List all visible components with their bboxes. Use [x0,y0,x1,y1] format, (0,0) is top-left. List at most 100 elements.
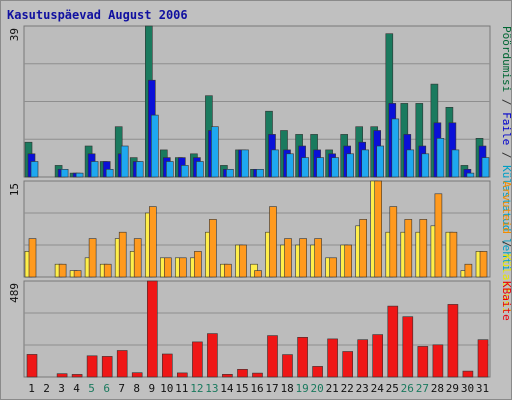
bar-bottom-s0-day-23 [357,339,369,378]
legend-middle: Arvuteid / Külastusi [500,181,512,313]
bar-middle-s1-day-28 [434,193,443,278]
day-label-26: 26 [401,382,414,395]
bar-bottom-s0-day-8 [131,372,143,378]
bar-middle-s1-day-21 [329,257,337,278]
day-label-25: 25 [386,382,399,395]
bar-top-s2-day-6 [105,169,114,178]
bar-top-s2-day-18 [286,153,294,178]
day-label-7: 7 [118,382,125,395]
bar-middle-s1-day-30 [464,263,473,278]
bar-bottom-s0-day-19 [297,336,308,378]
day-label-22: 22 [341,382,354,395]
bar-top-s2-day-12 [196,161,204,178]
bar-middle-s1-day-19 [299,238,307,278]
day-label-5: 5 [88,382,95,395]
day-label-28: 28 [431,382,444,395]
bar-bottom-s0-day-4 [71,374,83,378]
bar-bottom-s0-day-5 [86,355,98,378]
day-label-12: 12 [190,382,203,395]
bar-top-s2-day-24 [376,145,385,178]
legend-entry: / [500,92,512,112]
bar-top-s2-day-23 [361,149,370,178]
legend-bottom: KBaite [500,281,512,321]
bar-middle-s1-day-14 [224,263,232,278]
bar-bottom-s0-day-20 [312,366,323,378]
day-label-30: 30 [461,382,474,395]
bar-bottom-s0-day-24 [372,334,384,378]
bar-bottom-s0-day-27 [417,346,429,378]
bar-bottom-s0-day-13 [207,333,218,378]
bar-middle-s1-day-3 [58,263,67,278]
bar-top-s2-day-14 [226,169,234,178]
bar-top-s2-day-1 [30,161,39,178]
day-label-4: 4 [73,382,80,395]
legend-entry: Faile [500,112,512,145]
bar-middle-s1-day-6 [103,263,112,278]
day-label-6: 6 [103,382,110,395]
bar-bottom-s0-day-26 [402,316,414,378]
bar-top-s2-day-5 [90,161,99,178]
scale-max-label-middle: 15 [8,183,21,196]
bar-middle-s1-day-31 [479,251,488,278]
bar-middle-s1-day-29 [449,231,458,278]
bar-bottom-s0-day-18 [282,354,293,378]
bar-top-s2-day-16 [256,169,264,178]
bar-bottom-s0-day-3 [56,373,68,378]
legend-top: Pöördumisi / Faile / Külastatud lehti [500,26,512,271]
day-label-3: 3 [58,382,65,395]
day-label-29: 29 [446,382,459,395]
bar-bottom-s0-day-31 [477,339,489,378]
bar-top-s2-day-31 [481,157,490,178]
bar-middle-s1-day-17 [269,206,277,278]
day-label-19: 19 [295,382,308,395]
bar-middle-s1-day-22 [344,244,353,278]
day-label-20: 20 [310,382,323,395]
legend-entry: / [500,145,512,165]
legend-entry: KBaite [500,281,512,321]
bar-bottom-s0-day-21 [327,338,338,378]
bar-top-s2-day-9 [151,114,159,178]
legend-entry: Külastatud lehti [500,165,512,271]
day-label-31: 31 [476,382,489,395]
bar-bottom-s0-day-9 [147,280,158,378]
bar-middle-s1-day-26 [404,219,413,278]
day-label-18: 18 [280,382,293,395]
day-label-1: 1 [28,382,35,395]
bar-top-s2-day-29 [451,149,460,178]
day-label-10: 10 [160,382,173,395]
bar-bottom-s0-day-17 [267,335,278,378]
day-label-15: 15 [235,382,248,395]
bar-top-s2-day-15 [241,149,249,178]
bar-bottom-s0-day-10 [162,353,173,378]
bar-top-s2-day-20 [316,157,324,178]
bar-top-s2-day-25 [391,118,400,178]
day-label-24: 24 [371,382,385,395]
bar-middle-s1-day-1 [28,238,37,278]
bar-middle-s1-day-13 [209,219,217,278]
legend-entry: Külastusi [500,254,512,314]
bar-top-s2-day-17 [271,149,279,178]
chart-title: Kasutuspäevad August 2006 [7,8,188,22]
day-label-13: 13 [205,382,218,395]
bar-bottom-s0-day-16 [252,372,263,378]
bar-middle-s1-day-23 [359,219,368,278]
bar-top-s2-day-8 [135,161,144,178]
day-label-14: 14 [220,382,234,395]
day-label-23: 23 [356,382,369,395]
bar-top-s2-day-21 [331,157,339,178]
bar-top-s2-day-13 [211,126,219,178]
bar-top-s2-day-7 [120,145,129,178]
bar-bottom-s0-day-29 [447,304,459,378]
scale-max-label-top: 39 [8,28,21,41]
panel-middle-area [23,180,491,278]
bar-middle-s1-day-27 [419,219,428,278]
bar-bottom-s0-day-30 [462,370,474,378]
day-label-21: 21 [326,382,339,395]
bar-top-s2-day-27 [421,153,430,178]
bar-top-s2-day-11 [181,165,189,178]
bar-top-s2-day-30 [466,172,475,178]
bar-middle-s1-day-15 [239,244,247,278]
bar-bottom-s0-day-12 [192,341,203,378]
bar-bottom-s0-day-25 [387,305,399,378]
